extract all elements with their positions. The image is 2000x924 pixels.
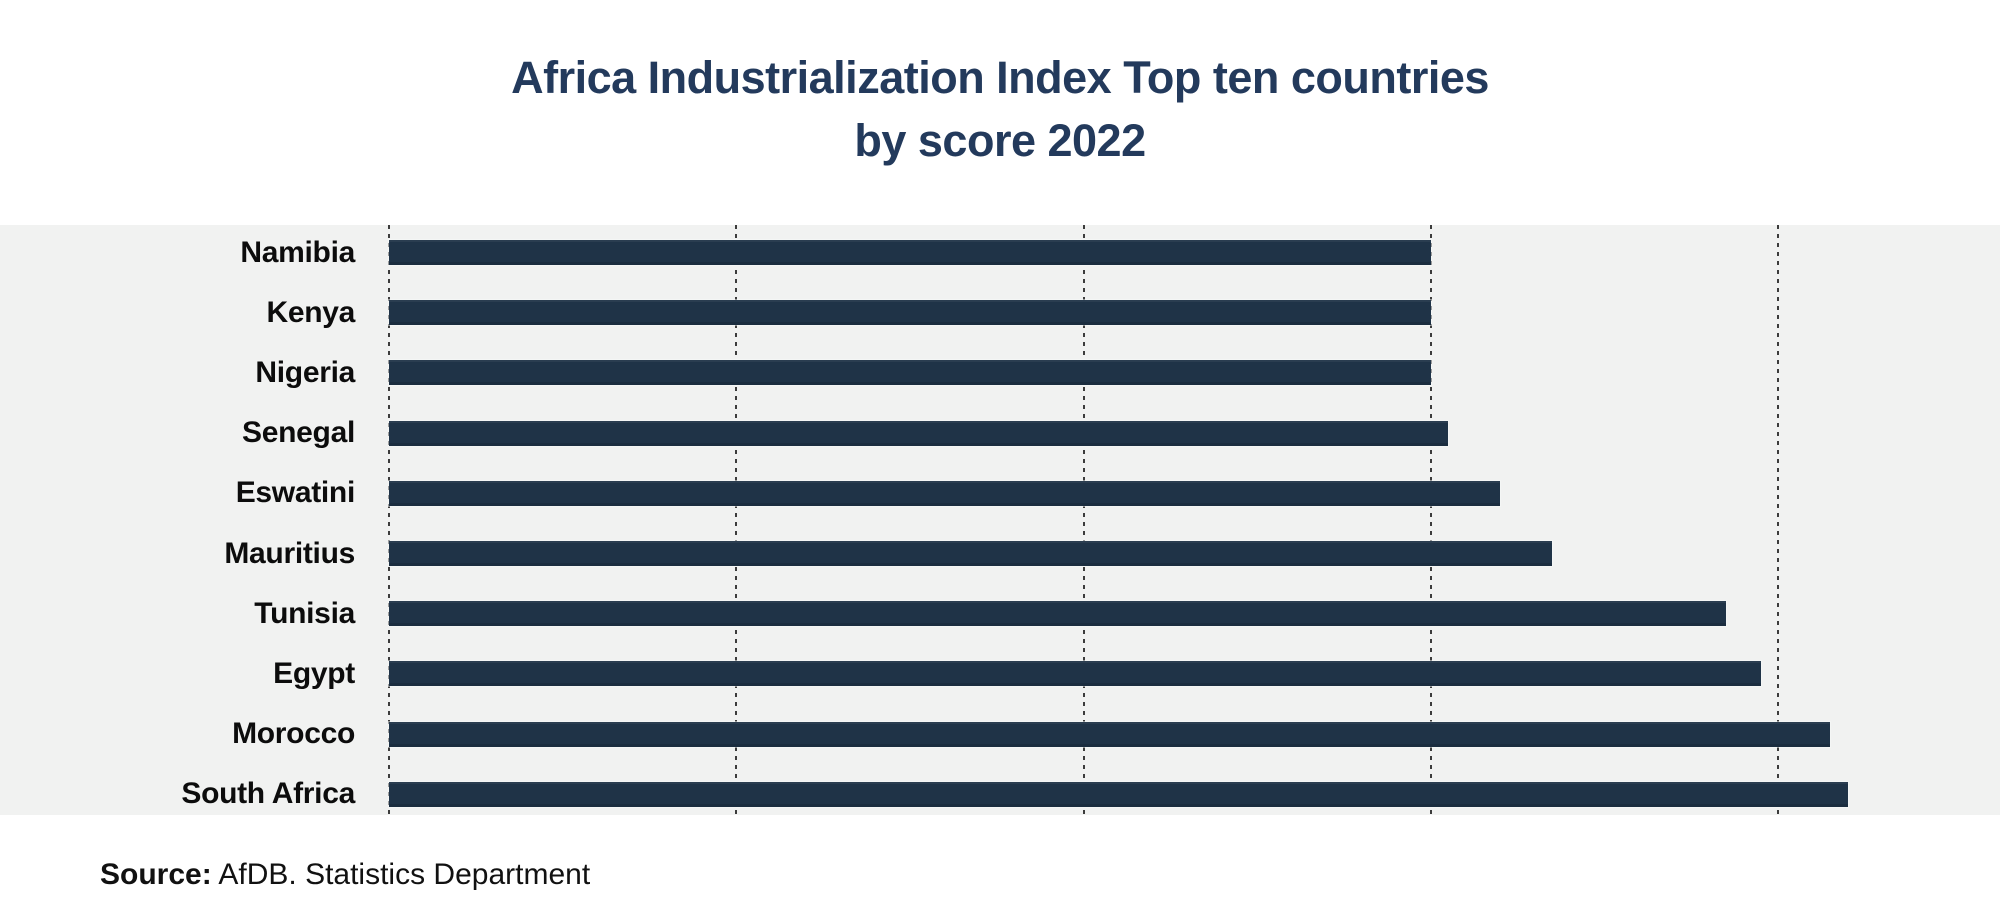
bar: [389, 300, 1431, 326]
category-label: Namibia: [240, 235, 355, 269]
category-label: South Africa: [181, 777, 355, 811]
category-label: Mauritius: [224, 536, 355, 570]
source-note: Source: AfDB. Statistics Department: [100, 858, 590, 892]
gridline: [1777, 225, 1780, 815]
chart-title-line1: Africa Industrialization Index Top ten c…: [511, 52, 1489, 103]
category-label: Nigeria: [255, 355, 355, 389]
category-label: Morocco: [232, 717, 355, 751]
bar: [389, 601, 1726, 627]
bar: [389, 661, 1761, 687]
bar: [389, 541, 1552, 566]
category-label: Tunisia: [254, 596, 355, 630]
bar: [389, 420, 1448, 446]
bar: [389, 360, 1431, 386]
bar: [389, 781, 1848, 807]
plot-area: Namibia Kenya Nigeria Senegal Eswatini Maurit…: [0, 225, 2000, 815]
category-label: Egypt: [273, 656, 355, 690]
category-label: Kenya: [266, 295, 355, 329]
category-label: Eswatini: [235, 476, 356, 510]
gridline: [735, 225, 738, 815]
gridline: [1429, 225, 1432, 815]
gridline: [1082, 225, 1085, 815]
source-text: AfDB. Statistics Department: [211, 858, 591, 891]
bar: [389, 240, 1431, 265]
category-label: Senegal: [242, 416, 355, 450]
chart-title-line2: by score 2022: [854, 115, 1146, 166]
chart-title: Africa Industrialization Index Top ten c…: [0, 46, 2000, 172]
bar: [389, 480, 1500, 506]
bar: [389, 721, 1830, 747]
gridline: [388, 225, 390, 815]
source-label: Source:: [100, 858, 212, 891]
